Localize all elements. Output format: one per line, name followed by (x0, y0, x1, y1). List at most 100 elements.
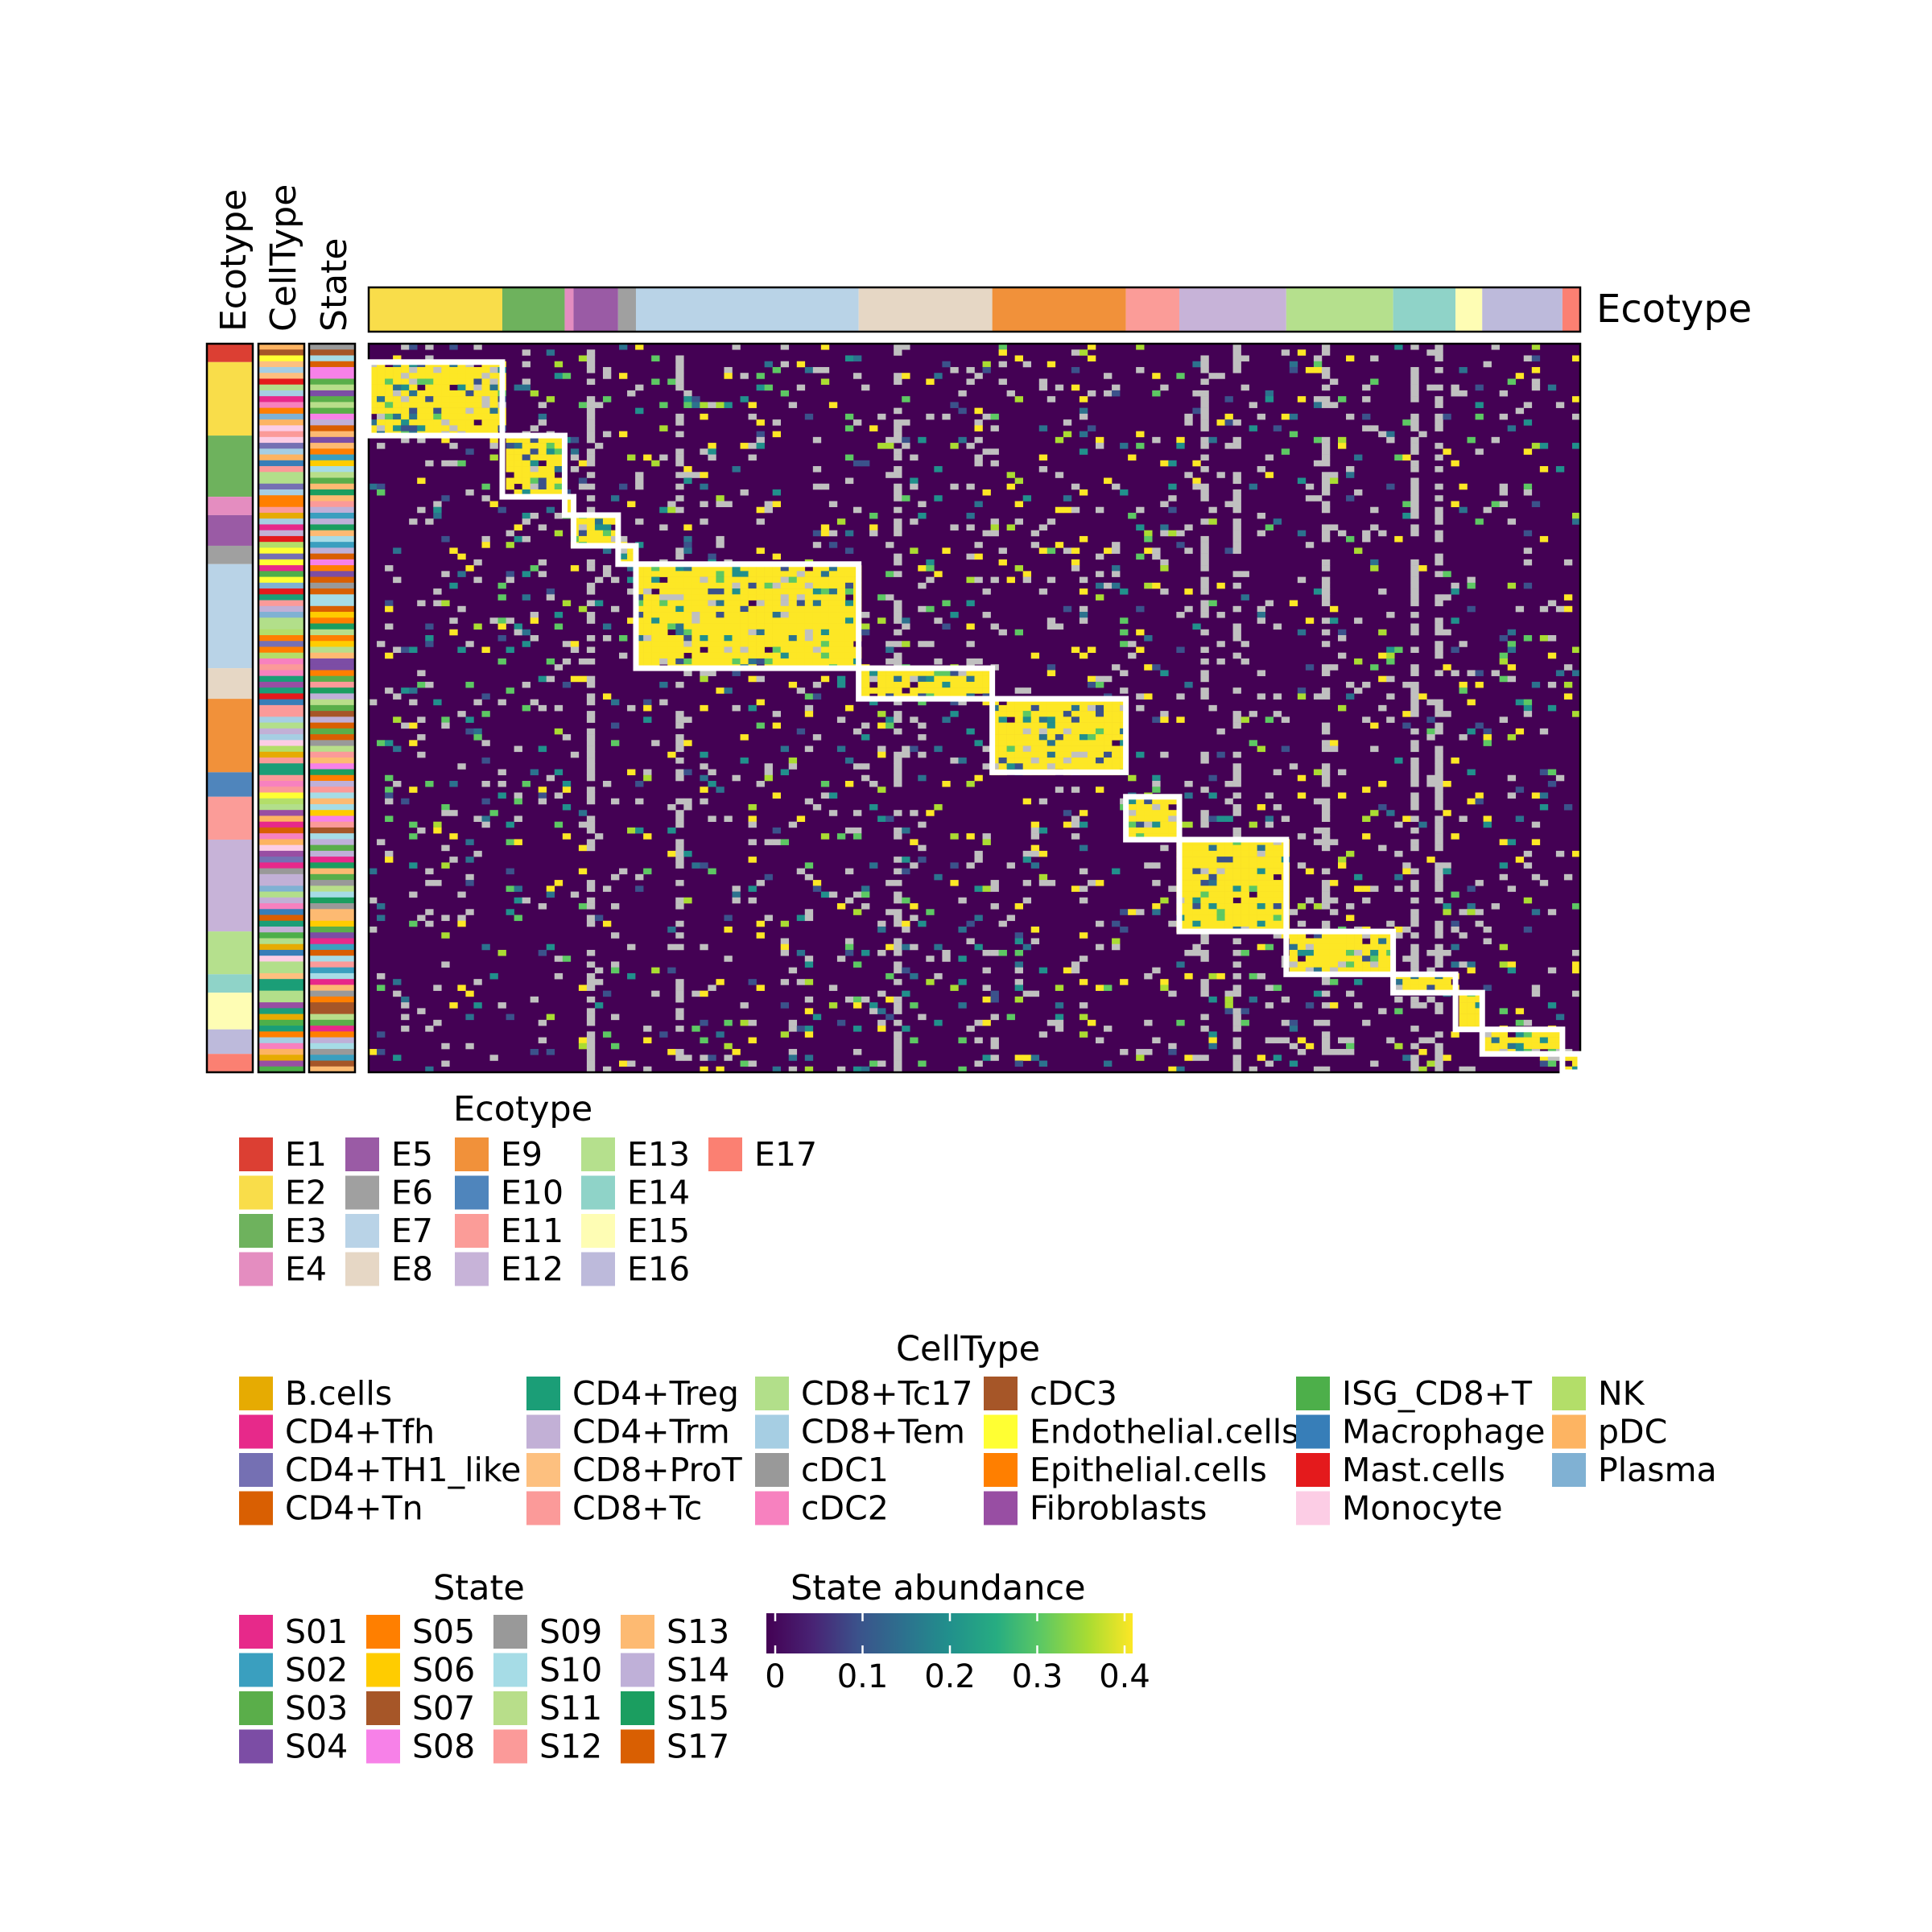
heatmap-cell (708, 582, 716, 589)
celltype-strip-cell (258, 547, 304, 555)
celltype-strip-cell (258, 477, 304, 485)
heatmap-cell (1200, 495, 1209, 502)
heatmap-cell (910, 716, 919, 723)
heatmap-cell (1313, 1019, 1323, 1026)
heatmap-cell (594, 833, 604, 840)
celltype-strip-cell (258, 670, 304, 677)
heatmap-cell (514, 914, 522, 922)
heatmap-cell (401, 366, 410, 374)
heatmap-cell (635, 629, 644, 636)
heatmap-cell (1475, 798, 1484, 805)
heatmap-cell (877, 1019, 886, 1026)
heatmap-cell (804, 996, 814, 1003)
heatmap-cell (886, 943, 894, 951)
heatmap-cell (844, 547, 854, 554)
heatmap-cell (1152, 664, 1161, 671)
heatmap-cell (530, 425, 539, 431)
heatmap-cell (1022, 745, 1032, 753)
heatmap-cell (1079, 1031, 1088, 1038)
heatmap-cell (586, 495, 596, 502)
heatmap-cell (1022, 850, 1032, 857)
heatmap-cell (1435, 1066, 1443, 1073)
state-strip-cell (309, 600, 355, 607)
heatmap-cell (740, 582, 749, 589)
heatmap-cell (1200, 425, 1209, 431)
heatmap-cell (1168, 827, 1177, 834)
heatmap-cell (675, 600, 684, 607)
heatmap-cell (1168, 886, 1177, 892)
heatmap-cell (772, 565, 781, 572)
heatmap-cell (982, 413, 991, 420)
heatmap-cell (1112, 384, 1121, 391)
heatmap-cell (788, 594, 798, 601)
heatmap-cell (974, 681, 983, 688)
heatmap-cell (1410, 571, 1419, 577)
heatmap-cell (506, 886, 514, 892)
heatmap-cell (675, 431, 684, 438)
heatmap-cell (788, 641, 798, 647)
heatmap-cell (812, 565, 822, 572)
heatmap-cell (748, 658, 757, 665)
heatmap-cell (1087, 722, 1096, 729)
heatmap-cell (1232, 938, 1241, 945)
state-strip-cell (309, 1060, 355, 1067)
heatmap-cell (1232, 850, 1241, 857)
heatmap-cell (1071, 740, 1080, 746)
heatmap-cell (1160, 979, 1169, 985)
heatmap-cell (1014, 355, 1023, 362)
heatmap-cell (611, 967, 620, 974)
heatmap-cell (796, 571, 806, 577)
heatmap-cell (1370, 378, 1379, 385)
heatmap-cell (675, 617, 684, 624)
heatmap-cell (691, 658, 700, 665)
heatmap-cell (1273, 518, 1282, 525)
heatmap-cell (1257, 909, 1265, 915)
heatmap-cell (974, 740, 983, 746)
heatmap-cell (894, 518, 902, 525)
heatmap-cell (481, 419, 490, 426)
heatmap-cell (1321, 722, 1331, 729)
legend-label-state: S12 (539, 1728, 602, 1766)
heatmap-cell (675, 1049, 684, 1055)
heatmap-cell (974, 886, 983, 892)
heatmap-cell (586, 769, 596, 776)
heatmap-cell (1435, 745, 1443, 753)
heatmap-cell (740, 646, 749, 654)
heatmap-cell (708, 612, 716, 618)
heatmap-cell (651, 576, 660, 584)
heatmap-cell (1038, 547, 1048, 554)
heatmap-cell (796, 949, 806, 956)
heatmap-cell (1346, 466, 1355, 473)
heatmap-cell (764, 617, 773, 624)
heatmap-cell (1224, 781, 1233, 787)
heatmap-cell (918, 699, 927, 706)
heatmap-cell (538, 792, 547, 799)
heatmap-cell (530, 699, 539, 706)
heatmap-cell (708, 985, 716, 991)
heatmap-cell (812, 366, 822, 374)
heatmap-cell (740, 396, 749, 402)
heatmap-cell (772, 641, 781, 647)
heatmap-cell (990, 448, 999, 455)
heatmap-cell (918, 641, 927, 647)
state-strip-cell (309, 542, 355, 548)
heatmap-cell (804, 617, 814, 624)
heatmap-cell (1014, 396, 1023, 402)
heatmap-cell (1104, 751, 1113, 758)
heatmap-cell (926, 605, 935, 613)
heatmap-cell (1354, 873, 1363, 881)
heatmap-cell (700, 472, 708, 478)
heatmap-cell (716, 1066, 724, 1073)
heatmap-cell (780, 571, 790, 577)
heatmap-cell (441, 535, 450, 543)
heatmap-cell (902, 681, 910, 688)
heatmap-cell (1184, 547, 1193, 554)
heatmap-cell (1338, 792, 1347, 799)
heatmap-cell (457, 605, 466, 613)
heatmap-cell (732, 617, 741, 624)
heatmap-cell (974, 670, 983, 676)
heatmap-cell (950, 612, 959, 618)
heatmap-cell (1410, 524, 1419, 530)
heatmap-cell (1200, 489, 1209, 496)
heatmap-cell (570, 751, 580, 758)
